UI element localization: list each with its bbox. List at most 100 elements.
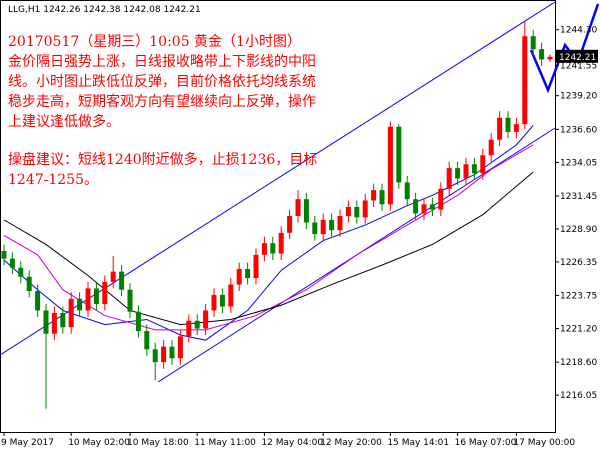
candle-body [119,271,125,290]
x-tick-label: 17 May 00:00 [513,438,575,448]
candle-body [480,155,486,174]
candle-body [287,216,293,233]
candle-body [438,188,444,210]
candle-body [35,291,41,311]
x-tick-label: 12 May 20:00 [320,438,382,448]
x-tick-label: 9 May 2017 [1,438,54,448]
candle-body [228,284,234,307]
annotation: 线。小时图止跌低位反弹，目前价格依托均线系统 [8,73,316,90]
x-tick-label: 12 May 04:00 [261,438,323,448]
candle-body [144,331,150,350]
candle-body [446,168,452,189]
price-label: 1242.21 [559,53,596,63]
candle-body [245,269,251,279]
candle-body [203,310,209,329]
candle-body [161,346,167,363]
annotation: 1247-1255。 [8,172,98,188]
candle-body [547,56,553,60]
candle-body [488,139,494,156]
y-tick-label: 1223.75 [560,292,597,302]
candle-body [60,313,66,328]
candle-body [463,164,469,179]
candle-body [421,204,427,214]
candle-body [261,243,267,255]
moving-average [3,144,534,331]
candle-body [379,190,385,205]
x-tick-label: 10 May 02:00 [68,438,130,448]
y-tick-label: 1234.05 [560,158,597,168]
x-tick-label: 11 May 11:00 [194,438,256,448]
y-tick-label: 1221.20 [560,325,597,335]
moving-average [3,171,534,326]
forecast-arrow [529,3,600,94]
candle-body [413,199,419,214]
annotation: 操盘建议：短线1240附近做多，止损1236，目标 [8,151,317,168]
candle-body [135,311,141,332]
y-tick-label: 1216.05 [560,391,597,401]
candle-body [127,289,133,312]
price-box [556,49,598,63]
moving-average [3,125,534,341]
candle-body [43,310,49,334]
candle-body [186,320,192,337]
candle-body [522,36,528,125]
candle-body [194,320,200,329]
candle-body [26,276,32,292]
x-tick-label: 10 May 18:00 [127,438,189,448]
candle-body [110,271,116,282]
candle-body [177,336,183,359]
candle-body [278,232,284,254]
annotation: 金价隔日强势上涨，日线报收略带上下影线的中阳 [8,54,316,70]
candle-body [471,164,477,174]
candle-body [329,219,335,231]
candle-body [505,117,511,132]
plot-frame [0,0,556,433]
y-tick-label: 1218.60 [560,358,597,368]
candle-body [18,267,24,277]
candle-body [362,200,368,218]
candle-body [387,126,393,205]
header: LLG,H1 1242.26 1242.38 1242.08 1242.21 [8,5,201,15]
candle-body [152,349,158,363]
candle-body [253,254,259,279]
y-tick-label: 1231.45 [560,192,597,202]
candle-body [51,313,57,334]
candle-body [295,199,301,216]
annotation: 上建议逢低做多。 [8,113,120,130]
x-tick-label: 16 May 07:00 [455,438,517,448]
candle-body [68,298,74,328]
candle-body [9,258,15,268]
candle-body [320,219,326,235]
y-tick-label: 1239.20 [560,92,597,102]
candle-body [270,243,276,254]
candle-body [354,206,360,218]
y-tick-label: 1226.35 [560,258,597,268]
candle-body [169,346,175,359]
chart-title: 20170517（星期三）10:05 黄金（1小时图） [8,33,301,50]
candle-body [93,288,99,304]
y-tick-label: 1228.90 [560,225,597,235]
candle-body [102,281,108,304]
candle-body [429,204,435,210]
candle-body [404,182,410,200]
candle-body [497,117,503,140]
candle-body [345,206,351,216]
candle-body [312,222,318,235]
candle-body [513,124,519,132]
notes: 金价隔日强势上涨，日线报收略带上下影线的中阳线。小时图止跌低位反弹，目前价格依托… [8,54,317,188]
y-tick-label: 1236.60 [560,125,597,135]
x-tick-label: 15 May 14:01 [387,438,449,448]
candle-body [396,126,402,183]
candle-body [211,294,217,311]
candle-body [85,288,91,311]
candle-body [236,269,242,285]
candle-body [303,199,309,223]
candle-body [371,190,377,201]
candle-body [530,36,536,50]
y-tick-label: 1241.55 [560,61,597,71]
candle-body [219,294,225,307]
candle-body [1,250,7,259]
candle-body [539,49,545,60]
candle-body [337,216,343,231]
annotation: 稳步走高，短期客观方向有望继续向上反弹，操作 [8,93,316,110]
